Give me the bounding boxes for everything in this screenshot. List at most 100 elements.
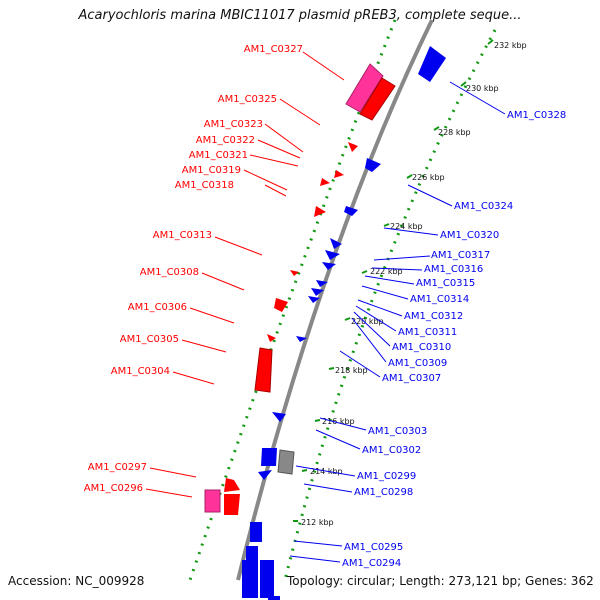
tick-mark	[314, 419, 321, 422]
feature-reverse-cds[interactable]	[330, 238, 342, 249]
leader-line	[201, 272, 245, 291]
feature-reverse-cds[interactable]	[258, 470, 272, 480]
gene-label-reverse[interactable]: AM1_C0311	[398, 327, 457, 338]
gene-label-forward[interactable]: AM1_C0325	[218, 94, 277, 105]
gene-label-reverse[interactable]: AM1_C0328	[507, 110, 566, 121]
gene-label-forward[interactable]: AM1_C0296	[84, 483, 143, 494]
topology-text: Topology: circular; Length: 273,121 bp; …	[287, 574, 594, 588]
gene-label-reverse[interactable]: AM1_C0310	[392, 342, 451, 353]
gene-label-forward[interactable]: AM1_C0305	[120, 334, 179, 345]
gene-label-forward[interactable]: AM1_C0322	[196, 135, 255, 146]
leader-line	[303, 483, 353, 493]
tick-label: 228 kbp	[438, 128, 471, 137]
feature-forward-cds[interactable]	[320, 178, 330, 186]
feature-forward-cds[interactable]	[359, 77, 396, 121]
feature-forward-cds[interactable]	[224, 478, 240, 492]
feature-forward-cds[interactable]	[274, 298, 288, 312]
feature-forward-cds[interactable]	[224, 494, 240, 515]
feature-reverse-cds[interactable]	[296, 336, 307, 342]
gene-label-reverse[interactable]: AM1_C0295	[344, 542, 403, 553]
leader-line	[257, 139, 301, 159]
feature-reverse-cds[interactable]	[365, 158, 381, 172]
leader-line	[351, 317, 387, 363]
gene-label-forward[interactable]: AM1_C0318	[175, 180, 234, 191]
feature-reverse-cds[interactable]	[322, 262, 336, 270]
gene-label-forward[interactable]: AM1_C0313	[153, 230, 212, 241]
gene-label-reverse[interactable]: AM1_C0294	[342, 558, 401, 569]
leader-line	[279, 98, 321, 126]
gene-label-reverse[interactable]: AM1_C0324	[454, 201, 513, 212]
tick-mark	[361, 270, 368, 274]
feature-reverse-cds[interactable]	[260, 560, 274, 598]
feature-forward-cds[interactable]	[254, 347, 273, 393]
tick-mark	[406, 174, 413, 179]
tick-label: 222 kbp	[370, 267, 403, 276]
leader-line	[353, 311, 391, 347]
gene-label-reverse[interactable]: AM1_C0302	[362, 445, 421, 456]
gene-label-reverse[interactable]: AM1_C0315	[416, 278, 475, 289]
gene-label-forward[interactable]: AM1_C0306	[128, 302, 187, 313]
gene-label-reverse[interactable]: AM1_C0299	[357, 471, 416, 482]
tick-label: 224 kbp	[390, 222, 423, 231]
tick-mark	[460, 81, 467, 87]
tick-label: 232 kbp	[494, 41, 527, 50]
feature-forward-cds[interactable]	[267, 334, 276, 342]
gene-label-reverse[interactable]: AM1_C0303	[368, 426, 427, 437]
feature-forward-cds[interactable]	[314, 206, 326, 217]
gene-label-forward[interactable]: AM1_C0304	[111, 366, 170, 377]
feature-forward-other[interactable]	[204, 489, 221, 513]
leader-line	[449, 81, 506, 115]
feature-reverse-cds[interactable]	[418, 46, 446, 82]
tick-mark	[433, 126, 440, 131]
gene-label-reverse[interactable]: AM1_C0312	[404, 311, 463, 322]
feature-pseudo[interactable]	[277, 449, 295, 475]
feature-forward-cds[interactable]	[290, 270, 299, 276]
feature-reverse-cds[interactable]	[250, 522, 262, 542]
leader-line	[149, 467, 197, 478]
feature-reverse-cds[interactable]	[272, 412, 286, 422]
gene-label-forward[interactable]: AM1_C0323	[204, 119, 263, 130]
gene-label-forward[interactable]: AM1_C0308	[140, 267, 199, 278]
tick-mark	[487, 39, 494, 45]
feature-reverse-cds[interactable]	[316, 280, 328, 287]
gene-label-reverse[interactable]: AM1_C0309	[388, 358, 447, 369]
tick-label: 212 kbp	[301, 518, 334, 527]
leader-line	[357, 299, 403, 317]
gene-label-forward[interactable]: AM1_C0297	[88, 462, 147, 473]
leader-line	[243, 169, 288, 191]
tick-label: 218 kbp	[335, 366, 368, 375]
feature-reverse-cds[interactable]	[308, 296, 320, 303]
gene-label-forward[interactable]: AM1_C0321	[189, 150, 248, 161]
gene-label-forward[interactable]: AM1_C0319	[182, 165, 241, 176]
gene-label-reverse[interactable]: AM1_C0307	[382, 373, 441, 384]
leader-line	[319, 417, 367, 431]
tick-mark	[383, 223, 390, 227]
gene-label-reverse[interactable]: AM1_C0314	[410, 294, 469, 305]
feature-forward-cds[interactable]	[348, 142, 358, 152]
leader-line	[145, 488, 193, 498]
leader-line	[364, 275, 415, 285]
leader-line	[181, 339, 227, 353]
feature-reverse-cds[interactable]	[242, 560, 258, 598]
gene-label-reverse[interactable]: AM1_C0316	[424, 264, 483, 275]
feature-reverse-cds[interactable]	[261, 448, 277, 466]
feature-forward-cds[interactable]	[334, 170, 344, 178]
gene-label-forward[interactable]: AM1_C0327	[244, 44, 303, 55]
gene-label-reverse[interactable]: AM1_C0298	[354, 487, 413, 498]
leader-line	[383, 227, 439, 236]
feature-forward-other[interactable]	[345, 63, 384, 113]
feature-reverse-cds[interactable]	[311, 288, 324, 296]
tick-label: 216 kbp	[322, 417, 355, 426]
feature-reverse-cds[interactable]	[325, 250, 340, 260]
feature-reverse-cds[interactable]	[246, 546, 258, 560]
leader-line	[371, 267, 423, 271]
leader-line	[407, 184, 453, 207]
tick-mark	[328, 367, 335, 370]
leader-line	[264, 123, 304, 153]
gene-label-reverse[interactable]: AM1_C0317	[431, 250, 490, 261]
feature-reverse-cds[interactable]	[344, 206, 358, 216]
gene-label-reverse[interactable]: AM1_C0320	[440, 230, 499, 241]
backbone-arc	[236, 19, 434, 581]
feature-reverse-cds[interactable]	[268, 596, 280, 600]
